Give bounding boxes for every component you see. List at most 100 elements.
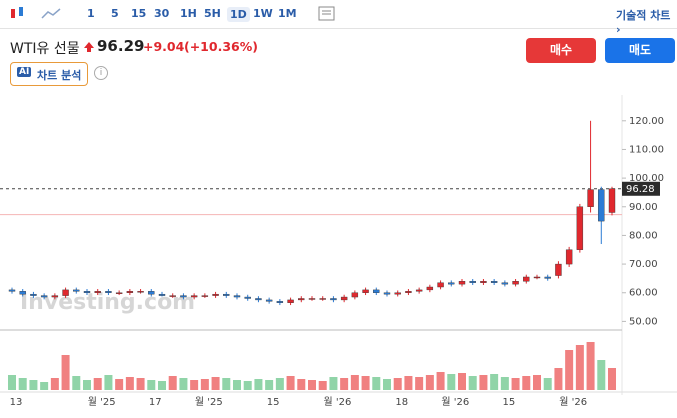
interval[interactable]: 30 bbox=[154, 7, 170, 20]
interval[interactable]: 5 bbox=[111, 7, 119, 20]
x-tick-label: 15 bbox=[502, 397, 515, 408]
volume-bar bbox=[361, 376, 370, 390]
volume-bar bbox=[404, 376, 413, 390]
volume-bar bbox=[308, 380, 316, 390]
volume-bar bbox=[533, 375, 541, 390]
candle-body bbox=[555, 263, 562, 276]
y-tick-label: 80.00 bbox=[629, 230, 658, 241]
technical-chart-link[interactable]: 기술적 차트 › bbox=[616, 9, 671, 36]
volume-bar bbox=[458, 373, 466, 390]
y-tick-label: 90.00 bbox=[629, 202, 658, 213]
candle-body bbox=[373, 289, 380, 293]
interval[interactable]: 1 bbox=[87, 7, 95, 20]
volume-bar bbox=[383, 379, 391, 390]
candle-body bbox=[40, 295, 48, 298]
volume-bar bbox=[490, 374, 499, 390]
interval[interactable]: 5H bbox=[204, 7, 221, 20]
candle-body bbox=[415, 289, 423, 292]
volume-bar bbox=[393, 378, 402, 390]
volume-bar bbox=[265, 380, 274, 390]
candle-body bbox=[212, 293, 219, 296]
volume-bar bbox=[597, 360, 606, 390]
volume-bar bbox=[29, 380, 38, 390]
change: +9.04 bbox=[143, 39, 185, 54]
y-tick-label: 110.00 bbox=[629, 144, 664, 155]
buy-button[interactable]: 매수 bbox=[526, 38, 596, 63]
candle-body bbox=[180, 295, 187, 298]
ai-analysis-button[interactable]: AI 차트 분석 bbox=[10, 62, 88, 86]
candle-body bbox=[287, 299, 294, 303]
volume-bar bbox=[372, 377, 381, 390]
indicator-icon[interactable] bbox=[317, 4, 337, 24]
volume-bar bbox=[543, 378, 552, 390]
candle-body bbox=[533, 276, 541, 279]
candle-icon[interactable] bbox=[8, 4, 28, 24]
interval[interactable]: 1D bbox=[227, 7, 250, 22]
volume-bar bbox=[254, 379, 263, 390]
interval[interactable]: 1W bbox=[253, 7, 273, 20]
candle-body bbox=[544, 276, 551, 279]
volume-bar bbox=[211, 377, 220, 390]
candle-body bbox=[51, 295, 59, 298]
candle-body bbox=[73, 289, 80, 292]
sell-button[interactable]: 매도 bbox=[605, 38, 675, 63]
candle-body bbox=[169, 295, 176, 297]
volume-bar bbox=[61, 355, 70, 390]
x-tick-label: 월 '25 bbox=[88, 396, 116, 408]
volume-bar bbox=[297, 379, 306, 390]
candle-body bbox=[394, 292, 401, 295]
volume-bar bbox=[115, 379, 124, 390]
candle-body bbox=[458, 281, 466, 285]
candle-body bbox=[501, 282, 509, 285]
instrument-title: WTI유 선물 bbox=[10, 41, 80, 57]
volume-bar bbox=[104, 375, 113, 390]
volume-bar bbox=[8, 375, 16, 390]
candle-body bbox=[308, 298, 316, 300]
interval[interactable]: 1H bbox=[180, 7, 197, 20]
candle-body bbox=[340, 296, 348, 301]
candle-body bbox=[105, 291, 112, 293]
volume-bar bbox=[72, 376, 81, 390]
volume-bar bbox=[18, 378, 27, 390]
toolbar: 1 5 15 30 1H 5H 1D 1W 1M 기술적 차트 › bbox=[0, 0, 677, 36]
x-tick-label: 월 '25 bbox=[195, 396, 223, 408]
last-price-label: 96.28 bbox=[626, 184, 655, 195]
interval[interactable]: 1M bbox=[278, 7, 297, 20]
info-icon[interactable]: i bbox=[94, 66, 108, 80]
volume-bar bbox=[286, 376, 295, 390]
candle-body bbox=[30, 293, 37, 296]
candle-body bbox=[115, 292, 123, 294]
volume-bar bbox=[511, 378, 520, 390]
volume-bar bbox=[340, 378, 349, 390]
candle-body bbox=[244, 296, 251, 299]
volume-bar bbox=[243, 381, 252, 390]
line-icon[interactable] bbox=[40, 4, 62, 24]
volume-bar bbox=[350, 375, 359, 390]
volume-bar bbox=[436, 372, 445, 390]
volume-bar bbox=[329, 377, 338, 390]
candle-body bbox=[255, 298, 262, 301]
candle-body bbox=[233, 295, 241, 298]
volume-bar bbox=[222, 378, 231, 390]
candle-body bbox=[330, 298, 337, 301]
y-tick-label: 70.00 bbox=[629, 259, 658, 270]
volume-bar bbox=[168, 376, 177, 390]
last-price-box bbox=[622, 181, 660, 196]
interval[interactable]: 15 bbox=[131, 7, 147, 20]
y-tick-label: 100.00 bbox=[629, 173, 664, 184]
volume-bar bbox=[447, 374, 456, 390]
volume-bar bbox=[608, 368, 616, 390]
volume-bar bbox=[554, 368, 563, 390]
candle-body bbox=[587, 189, 594, 207]
volume-bar bbox=[500, 377, 509, 390]
volume-bar bbox=[136, 378, 145, 390]
ai-badge: AI bbox=[17, 67, 32, 77]
candle-body bbox=[158, 293, 166, 296]
x-tick-label: 17 bbox=[149, 397, 162, 408]
candle-body bbox=[598, 189, 605, 222]
volume-bar bbox=[83, 380, 91, 390]
change-pct: (+10.36%) bbox=[184, 39, 258, 54]
volume-bar bbox=[50, 378, 59, 390]
x-tick-label: 15 bbox=[267, 397, 280, 408]
candle-body bbox=[83, 291, 91, 293]
